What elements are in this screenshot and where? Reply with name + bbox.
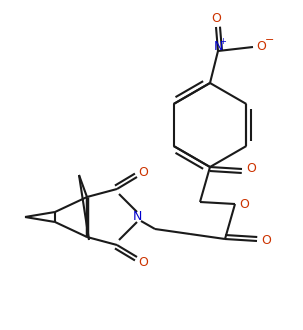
Text: O: O bbox=[138, 166, 148, 179]
Text: N: N bbox=[132, 211, 142, 223]
Text: O: O bbox=[239, 197, 249, 211]
Text: −: − bbox=[265, 35, 275, 45]
Text: N: N bbox=[213, 41, 223, 53]
Text: O: O bbox=[211, 13, 221, 25]
Text: O: O bbox=[261, 235, 271, 248]
Text: +: + bbox=[220, 37, 226, 46]
Text: O: O bbox=[256, 40, 266, 52]
Text: O: O bbox=[138, 255, 148, 269]
Text: O: O bbox=[246, 162, 256, 176]
